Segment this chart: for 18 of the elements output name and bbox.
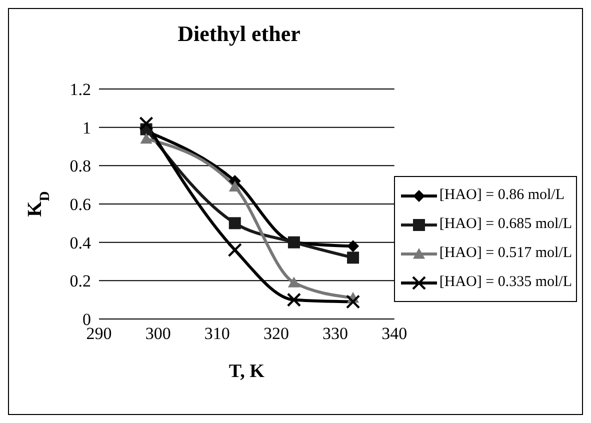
y-tick-label: 0.4 — [70, 233, 92, 252]
y-tick-label: 1.2 — [70, 80, 91, 100]
x-tick-label: 320 — [263, 324, 289, 344]
y-tick-label: 1 — [82, 118, 91, 138]
legend-label: [HAO] = 0.685 mol/L — [439, 216, 572, 233]
y-tick-label: 0.6 — [70, 195, 91, 214]
x-tick-label: 330 — [322, 324, 348, 344]
chart-title: Diethyl ether — [176, 21, 302, 47]
legend-label: [HAO] = 0.335 mol/L — [439, 274, 572, 291]
x-tick-label: 300 — [145, 324, 171, 344]
legend-label: [HAO] = 0.517 mol/L — [439, 245, 572, 262]
x-axis-title: T, K — [228, 361, 265, 382]
x-tick-label: 340 — [382, 324, 408, 344]
y-tick-label: 0.2 — [70, 272, 91, 291]
legend-label: [HAO] = 0.86 mol/L — [439, 187, 564, 204]
x-tick-label: 290 — [86, 324, 112, 344]
y-tick-label: 0.8 — [70, 156, 91, 176]
x-tick-label: 310 — [204, 324, 230, 344]
